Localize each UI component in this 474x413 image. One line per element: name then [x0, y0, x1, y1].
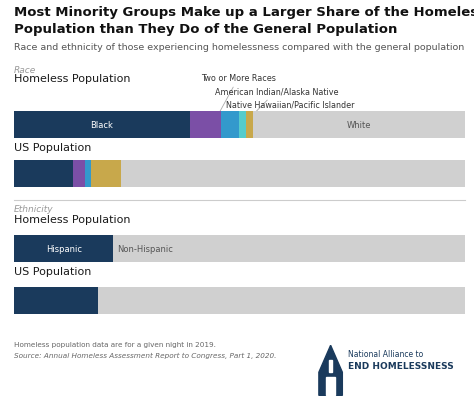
- Bar: [190, 112, 221, 138]
- Bar: [221, 112, 239, 138]
- Bar: [14, 161, 73, 188]
- Text: Black: Black: [91, 121, 113, 129]
- Text: US Population: US Population: [14, 142, 91, 152]
- Text: Two or More Races: Two or More Races: [201, 74, 276, 136]
- Bar: [14, 112, 190, 138]
- Text: Hispanic: Hispanic: [46, 244, 82, 253]
- Bar: [14, 287, 98, 314]
- Bar: [85, 161, 91, 188]
- Text: Native Hawaiian/Pacific Islander: Native Hawaiian/Pacific Islander: [226, 101, 355, 137]
- Text: American Indian/Alaska Native: American Indian/Alaska Native: [215, 87, 338, 136]
- Bar: [73, 161, 85, 188]
- Text: US Population: US Population: [14, 266, 91, 276]
- Bar: [121, 161, 465, 188]
- Text: Homeless Population: Homeless Population: [14, 74, 131, 83]
- Bar: [326, 377, 335, 395]
- Text: Most Minority Groups Make up a Larger Share of the Homeless: Most Minority Groups Make up a Larger Sh…: [14, 6, 474, 19]
- Bar: [239, 112, 246, 138]
- Bar: [14, 235, 113, 262]
- Bar: [91, 161, 121, 188]
- Bar: [246, 112, 253, 138]
- Bar: [253, 112, 465, 138]
- Text: END HOMELESSNESS: END HOMELESSNESS: [348, 361, 454, 370]
- Bar: [113, 235, 465, 262]
- Bar: [98, 287, 465, 314]
- Text: Asian: Asian: [235, 114, 257, 135]
- Text: Race: Race: [14, 66, 36, 75]
- Polygon shape: [319, 345, 342, 395]
- Text: Population than They Do of the General Population: Population than They Do of the General P…: [14, 23, 398, 36]
- Text: Source: Annual Homeless Assessment Report to Congress, Part 1, 2020.: Source: Annual Homeless Assessment Repor…: [14, 352, 277, 358]
- Text: White: White: [346, 121, 371, 129]
- Bar: [329, 361, 332, 373]
- Text: Non-Hispanic: Non-Hispanic: [117, 244, 173, 253]
- Text: Homeless population data are for a given night in 2019.: Homeless population data are for a given…: [14, 341, 216, 347]
- Text: Ethnicity: Ethnicity: [14, 204, 54, 214]
- Text: Race and ethnicity of those experiencing homelessness compared with the general : Race and ethnicity of those experiencing…: [14, 43, 465, 52]
- Text: Homeless Population: Homeless Population: [14, 215, 131, 225]
- Text: National Alliance to: National Alliance to: [348, 349, 424, 358]
